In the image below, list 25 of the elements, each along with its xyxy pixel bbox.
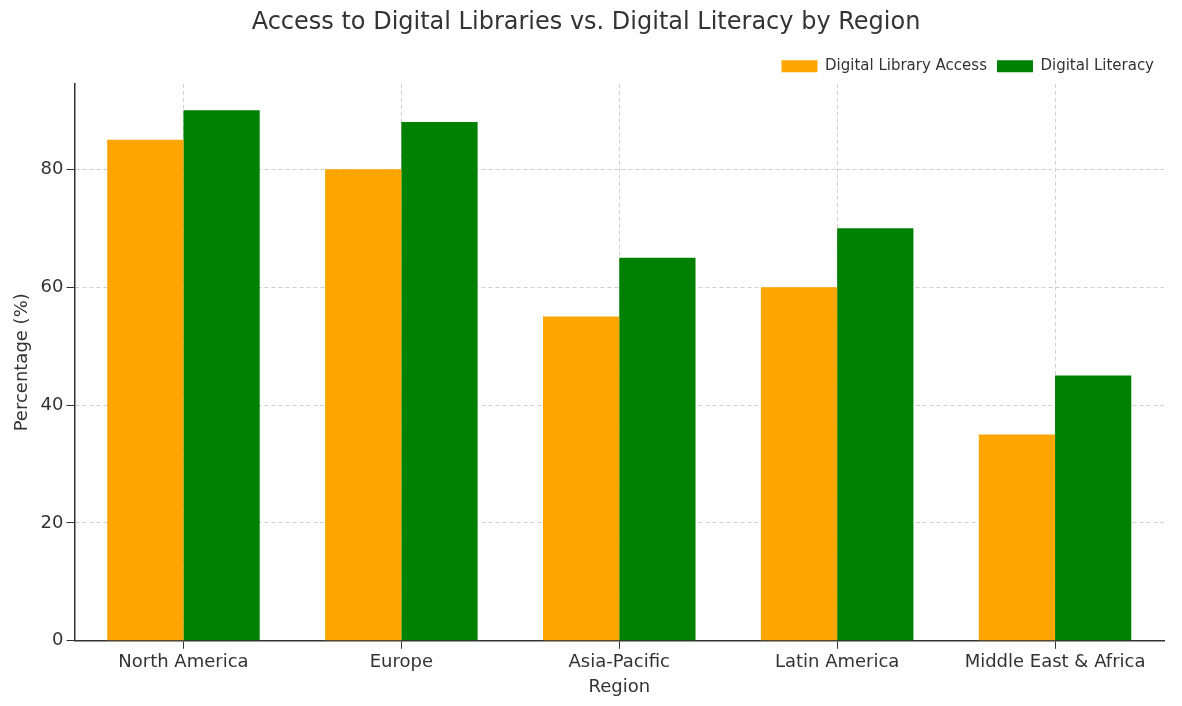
- bar: [401, 122, 478, 641]
- y-axis-title: Percentage (%): [10, 293, 32, 432]
- x-tick-label: Latin America: [774, 650, 900, 672]
- x-axis-title: Region: [588, 674, 651, 696]
- bar: [1055, 375, 1132, 641]
- y-tick-label: 60: [40, 274, 64, 296]
- x-tick-label: Europe: [369, 650, 434, 672]
- bar: [837, 228, 914, 641]
- chart-title: Access to Digital Libraries vs. Digital Literacy by Region: [251, 6, 921, 35]
- x-tick-label: Middle East & Africa: [964, 650, 1146, 672]
- x-tick-label: Asia-Pacific: [568, 650, 670, 672]
- y-tick-label: 80: [40, 156, 64, 178]
- legend-label: Digital Literacy: [1040, 56, 1155, 75]
- bar: [107, 139, 184, 641]
- legend-label: Digital Library Access: [824, 56, 988, 75]
- y-tick-label: 40: [40, 392, 64, 414]
- bar: [325, 169, 402, 641]
- y-tick-label: 0: [52, 628, 64, 650]
- bar: [183, 110, 260, 641]
- bar: [619, 257, 696, 641]
- bar: [542, 316, 620, 641]
- bar: [978, 434, 1056, 641]
- y-tick-label: 20: [40, 510, 64, 532]
- x-tick-label: North America: [118, 650, 249, 672]
- bar: [760, 287, 838, 641]
